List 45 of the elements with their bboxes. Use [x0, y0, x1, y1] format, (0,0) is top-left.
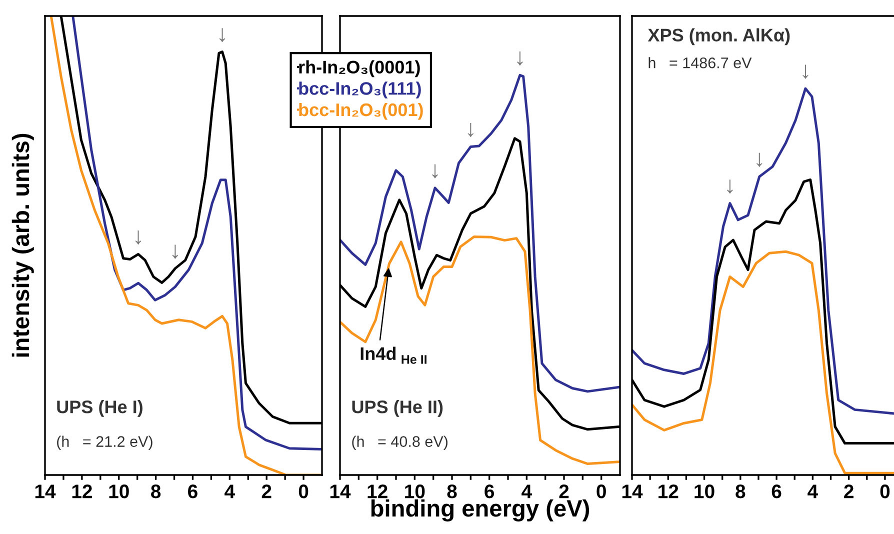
text: XPS (mon. AlKα): [648, 28, 790, 46]
x-tick-label: 14: [330, 484, 351, 498]
x-tick-label: 12: [368, 484, 388, 498]
annotation: ↓: [468, 123, 474, 138]
x-tick-label: 14: [622, 484, 643, 498]
x-tick-label: 2: [559, 484, 569, 498]
annotation: ↓: [135, 230, 142, 244]
x-axis-title: binding energy (eV): [371, 499, 590, 522]
x-tick-label: 6: [772, 484, 782, 498]
legend-label: bcc-In₂O₃(001): [299, 102, 423, 120]
legend-label: bcc-In₂O₃(111): [299, 82, 421, 98]
annotation: ↓: [756, 152, 762, 167]
x-tick-label: 0: [596, 484, 606, 498]
x-tick-label: 12: [72, 484, 92, 498]
y-axis-title: intensity (arb. units): [12, 134, 34, 357]
x-tick-label: 8: [447, 484, 457, 498]
annotation: ↓: [727, 180, 733, 194]
annotation: ↓: [172, 244, 178, 259]
x-tick-label: 2: [262, 484, 272, 498]
x-tick-label: 4: [808, 484, 818, 498]
x-tick-label: 10: [694, 484, 714, 498]
x-tick-label: 6: [188, 484, 198, 498]
x-tick-label: 4: [224, 484, 235, 498]
annotation: In4d He II: [360, 346, 426, 364]
x-tick-label: 0: [298, 484, 308, 498]
x-tick-label: 14: [35, 484, 56, 498]
annotation: (h = 40.8 eV): [352, 436, 448, 450]
x-tick-label: 0: [880, 484, 890, 498]
legend-label: rh-In₂O₃(0001): [299, 60, 420, 78]
annotation: ↓: [432, 164, 438, 178]
x-tick-label: 12: [658, 484, 678, 498]
annotation: (h = 21.2 eV): [57, 436, 152, 450]
x-tick-label: 10: [405, 484, 425, 498]
x-tick-label: 10: [109, 484, 129, 498]
annotation: UPS (He II): [352, 400, 443, 417]
text: h = 1486.7 eV: [648, 57, 752, 68]
x-tick-label: 6: [484, 484, 494, 498]
x-tick-label: 2: [844, 484, 854, 498]
x-tick-label: 4: [522, 484, 532, 498]
annotation: ↓: [802, 64, 808, 79]
annotation: UPS (He I): [57, 400, 142, 417]
x-tick-label: 8: [736, 484, 746, 498]
x-tick-label: 8: [151, 484, 161, 498]
annotation: ↓: [220, 28, 226, 42]
annotation: ↓: [517, 51, 523, 66]
